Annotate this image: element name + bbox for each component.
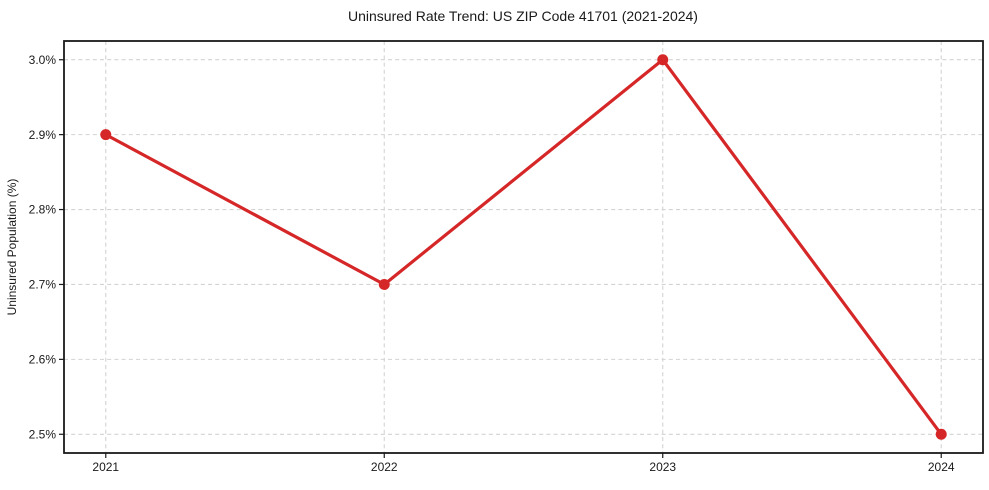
y-tick-label: 2.6% bbox=[29, 353, 57, 367]
plot-area: 2021 2022 2023 2024 2.5% 2.6% 2.7% 2.8% 2.9% 3.0% bbox=[29, 40, 984, 474]
data-point-2022 bbox=[378, 278, 390, 290]
y-tick-label: 3.0% bbox=[29, 53, 57, 67]
y-tick-label: 2.9% bbox=[29, 128, 57, 142]
x-tick-label: 2022 bbox=[371, 460, 398, 474]
y-tick-label: 2.7% bbox=[29, 278, 57, 292]
y-tick-label: 2.5% bbox=[29, 427, 57, 441]
y-tick-label: 2.8% bbox=[29, 203, 57, 217]
y-axis-label: Uninsured Population (%) bbox=[5, 179, 19, 316]
data-point-2021 bbox=[100, 129, 112, 141]
data-point-2024 bbox=[935, 428, 947, 440]
x-tick-label: 2023 bbox=[649, 460, 676, 474]
x-tick-label: 2024 bbox=[928, 460, 955, 474]
plot-frame bbox=[63, 40, 984, 454]
data-point-2023 bbox=[657, 54, 669, 66]
chart-title: Uninsured Rate Trend: US ZIP Code 41701 … bbox=[348, 8, 698, 24]
trend-line bbox=[104, 58, 943, 436]
x-tick-label: 2021 bbox=[92, 460, 119, 474]
